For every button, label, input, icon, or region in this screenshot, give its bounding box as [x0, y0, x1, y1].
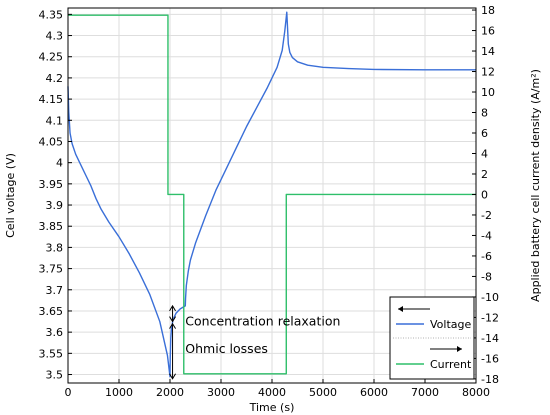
y-left-tick-label: 3.95 [39, 178, 64, 191]
y-right-tick-label: 10 [481, 86, 495, 99]
x-tick-label: 1000 [105, 386, 133, 399]
y-left-tick-label: 4.35 [39, 8, 64, 21]
y-right-tick-label: 6 [481, 127, 488, 140]
annotation-concentration-relaxation: Concentration relaxation [185, 314, 340, 329]
x-tick-label: 0 [65, 386, 72, 399]
annotations: Concentration relaxation Ohmic losses [169, 304, 340, 380]
y-left-tick-label: 3.55 [39, 347, 64, 360]
series-line-current [68, 14, 476, 375]
legend-current-label: Current [430, 358, 472, 371]
legend-left-arrow-head [398, 306, 403, 312]
y-right-tick-label: -8 [481, 270, 492, 283]
y-right-tick-label: -18 [481, 373, 499, 386]
y-left-tick-label: 3.9 [46, 199, 64, 212]
y-right-tick-label: 18 [481, 4, 495, 17]
series-group [67, 11, 476, 378]
concentration-arrow-head-top [169, 304, 176, 312]
y-right-tick-label: -6 [481, 250, 492, 263]
y-left-tick-label: 4.3 [46, 30, 64, 43]
y-right-tick-label: -4 [481, 229, 492, 242]
y-right-tick-label: -14 [481, 332, 499, 345]
y-left-tick-label: 3.6 [46, 326, 64, 339]
concentration-arrow-head-bottom [169, 316, 176, 323]
ohmic-arrow-head-top [169, 322, 176, 329]
x-tick-label: 7000 [411, 386, 439, 399]
y-right-tick-label: 12 [481, 66, 495, 79]
legend-voltage-label: Voltage [430, 318, 471, 331]
y-right-tick-label: -10 [481, 291, 499, 304]
y-left-tick-label: 4 [56, 157, 63, 170]
y-right-tick-label: -2 [481, 209, 492, 222]
y-right-tick-label: 8 [481, 107, 488, 120]
y-left-axis-title: Cell voltage (V) [4, 153, 17, 238]
y-left-tick-label: 3.75 [39, 263, 64, 276]
y-left-tick-label: 4.15 [39, 93, 64, 106]
x-tick-label: 2000 [156, 386, 184, 399]
y-right-tick-label: 16 [481, 25, 495, 38]
legend: Voltage Current [389, 296, 475, 380]
x-tick-label: 3000 [207, 386, 235, 399]
y-left-tick-label: 4.25 [39, 51, 64, 64]
ohmic-arrow-head-bottom [169, 373, 176, 380]
x-tick-label: 4000 [258, 386, 286, 399]
x-tick-label: 6000 [360, 386, 388, 399]
x-tick-label: 5000 [309, 386, 337, 399]
y-right-tick-label: -12 [481, 311, 499, 324]
y-left-tick-label: 4.05 [39, 135, 64, 148]
series-line-voltage [67, 11, 476, 378]
y-left-tick-label: 3.8 [46, 241, 64, 254]
y-left-tick-label: 4.1 [46, 114, 64, 127]
y-left-tick-label: 3.85 [39, 220, 64, 233]
y-left-tick-label: 3.7 [46, 284, 64, 297]
y-left-tick-label: 3.5 [46, 369, 64, 382]
x-axis-title: Time (s) [249, 401, 295, 414]
y-right-axis-title: Applied battery cell current density (A/… [529, 69, 542, 302]
y-right-tick-label: 14 [481, 45, 495, 58]
ticks: 0 1000 2000 3000 4000 5000 6000 7000 8000 3.5 3.55… [39, 4, 499, 399]
y-right-tick-label: 0 [481, 188, 488, 201]
legend-right-arrow-head [457, 346, 462, 352]
y-right-tick-label: -16 [481, 352, 499, 365]
y-right-tick-label: 2 [481, 168, 488, 181]
y-left-tick-label: 4.2 [46, 72, 64, 85]
x-tick-label: 8000 [462, 386, 490, 399]
y-right-tick-label: 4 [481, 147, 488, 160]
y-left-tick-label: 3.65 [39, 305, 64, 318]
annotation-ohmic-losses: Ohmic losses [185, 341, 268, 356]
